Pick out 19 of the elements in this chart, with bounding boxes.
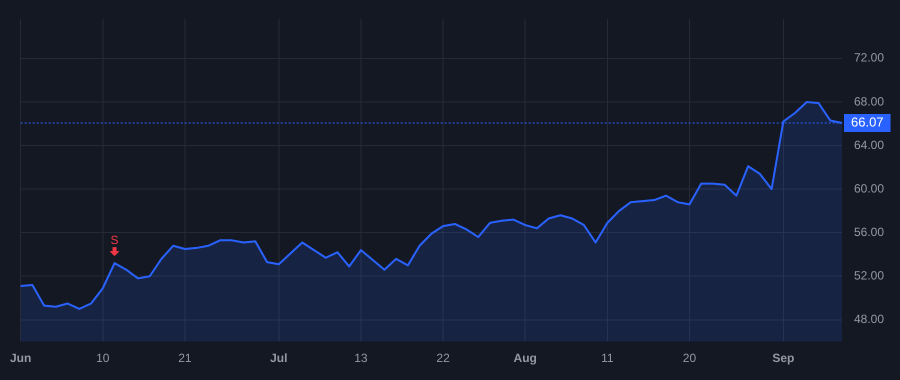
x-tick-label: 13	[354, 351, 368, 366]
y-tick-label: 48.00	[854, 312, 884, 326]
annotation: S	[110, 233, 119, 248]
x-tick-label: 10	[96, 351, 110, 366]
x-tick-label: 20	[682, 351, 696, 366]
x-tick-label: 21	[178, 351, 192, 366]
ref-line-label: 66.07	[851, 114, 884, 130]
y-tick-label: 60.00	[854, 181, 884, 196]
x-tick-label: Sep	[772, 351, 794, 366]
x-tick-label: 22	[436, 351, 450, 366]
x-tick-label: Jun	[10, 351, 32, 366]
x-tick-label: 11	[601, 351, 614, 366]
x-tick-label: Jul	[270, 351, 288, 366]
y-tick-label: 72.00	[854, 50, 884, 65]
y-tick-label: 52.00	[854, 268, 884, 283]
y-tick-label: 56.00	[854, 224, 884, 239]
y-tick-label: 68.00	[854, 94, 884, 108]
x-tick-label: Aug	[514, 351, 537, 366]
y-tick-label: 64.00	[854, 138, 884, 152]
